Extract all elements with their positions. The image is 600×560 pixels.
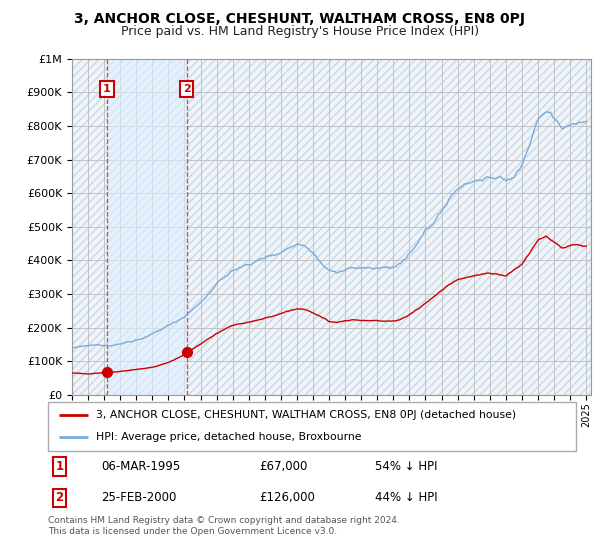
Text: HPI: Average price, detached house, Broxbourne: HPI: Average price, detached house, Brox… [95, 432, 361, 442]
Text: 3, ANCHOR CLOSE, CHESHUNT, WALTHAM CROSS, EN8 0PJ: 3, ANCHOR CLOSE, CHESHUNT, WALTHAM CROSS… [74, 12, 526, 26]
Text: 1: 1 [103, 84, 111, 94]
Text: 25-FEB-2000: 25-FEB-2000 [101, 491, 176, 504]
Text: 54% ↓ HPI: 54% ↓ HPI [376, 460, 438, 473]
Text: 2: 2 [182, 84, 190, 94]
Text: 1: 1 [56, 460, 64, 473]
Text: 44% ↓ HPI: 44% ↓ HPI [376, 491, 438, 504]
FancyBboxPatch shape [48, 402, 576, 451]
Text: Contains HM Land Registry data © Crown copyright and database right 2024.
This d: Contains HM Land Registry data © Crown c… [48, 516, 400, 536]
Text: £126,000: £126,000 [259, 491, 315, 504]
Bar [107, 59, 187, 395]
Text: Price paid vs. HM Land Registry's House Price Index (HPI): Price paid vs. HM Land Registry's House … [121, 25, 479, 38]
Text: 06-MAR-1995: 06-MAR-1995 [101, 460, 180, 473]
Text: 3, ANCHOR CLOSE, CHESHUNT, WALTHAM CROSS, EN8 0PJ (detached house): 3, ANCHOR CLOSE, CHESHUNT, WALTHAM CROSS… [95, 410, 515, 421]
Text: 2: 2 [56, 491, 64, 504]
Text: £67,000: £67,000 [259, 460, 308, 473]
